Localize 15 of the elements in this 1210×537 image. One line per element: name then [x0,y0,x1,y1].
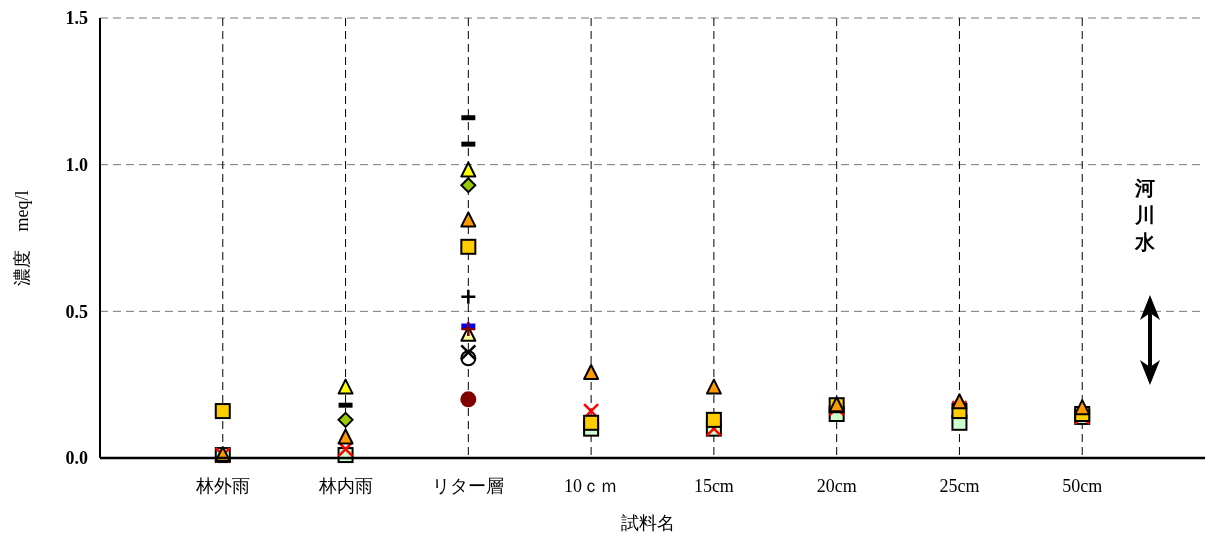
x-tick-label: 15cm [693,476,734,496]
y-tick-label: 0.0 [65,448,88,469]
x-tick-label: 25cm [939,476,980,496]
x-tick-label: 20cm [816,476,857,496]
x-tick-label: 林内雨 [317,476,373,496]
y-tick-label: 1.0 [65,154,88,175]
x-tick-label: 50cm [1062,476,1103,496]
y-tick-label: 0.5 [65,301,88,322]
x-tick-label: 林外雨 [194,476,250,496]
annotation: 河川水 [1134,176,1156,254]
x-tick-label: 10ｃｍ [564,476,619,496]
x-tick-label: リター層 [432,476,505,496]
y-tick-label: 1.5 [65,8,88,29]
y-axis-title: 濃度 meq/l [12,190,32,286]
x-axis-title: 試料名 [620,513,675,533]
